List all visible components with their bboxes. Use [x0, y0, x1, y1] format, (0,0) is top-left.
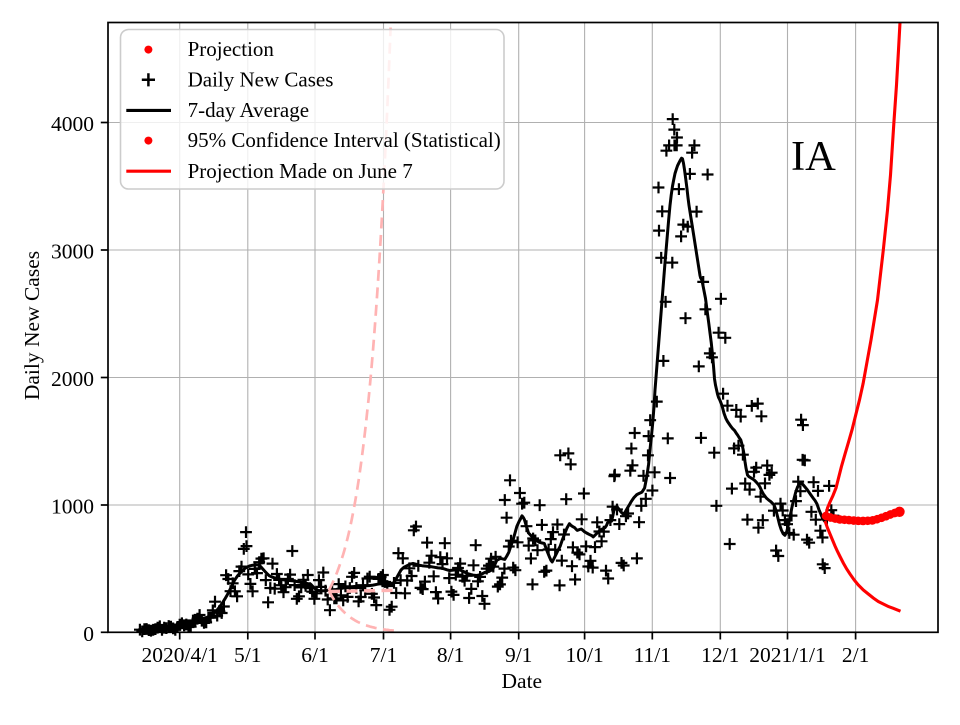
svg-text:Projection: Projection	[188, 37, 275, 61]
svg-text:2021/1/1: 2021/1/1	[749, 643, 825, 667]
svg-text:4000: 4000	[51, 112, 94, 136]
svg-text:Date: Date	[502, 669, 543, 693]
svg-text:10/1: 10/1	[565, 643, 603, 667]
svg-text:0: 0	[83, 622, 94, 646]
svg-text:2000: 2000	[51, 367, 94, 391]
svg-text:3000: 3000	[51, 240, 94, 264]
svg-text:2/1: 2/1	[842, 643, 869, 667]
svg-text:95% Confidence Interval (Stati: 95% Confidence Interval (Statistical)	[188, 128, 501, 152]
svg-text:5/1: 5/1	[234, 643, 261, 667]
svg-text:7/1: 7/1	[370, 643, 397, 667]
svg-text:2020/4/1: 2020/4/1	[141, 643, 217, 667]
svg-text:1000: 1000	[51, 495, 94, 519]
svg-text:7-day Average: 7-day Average	[188, 98, 309, 122]
svg-text:8/1: 8/1	[437, 643, 464, 667]
svg-text:12/1: 12/1	[701, 643, 739, 667]
svg-text:11/1: 11/1	[634, 643, 671, 667]
svg-text:Projection Made on June 7: Projection Made on June 7	[188, 159, 413, 183]
svg-text:IA: IA	[791, 133, 836, 180]
svg-text:Daily New Cases: Daily New Cases	[188, 67, 334, 91]
svg-text:6/1: 6/1	[301, 643, 328, 667]
svg-text:Daily New Cases: Daily New Cases	[20, 251, 44, 400]
svg-text:9/1: 9/1	[505, 643, 532, 667]
